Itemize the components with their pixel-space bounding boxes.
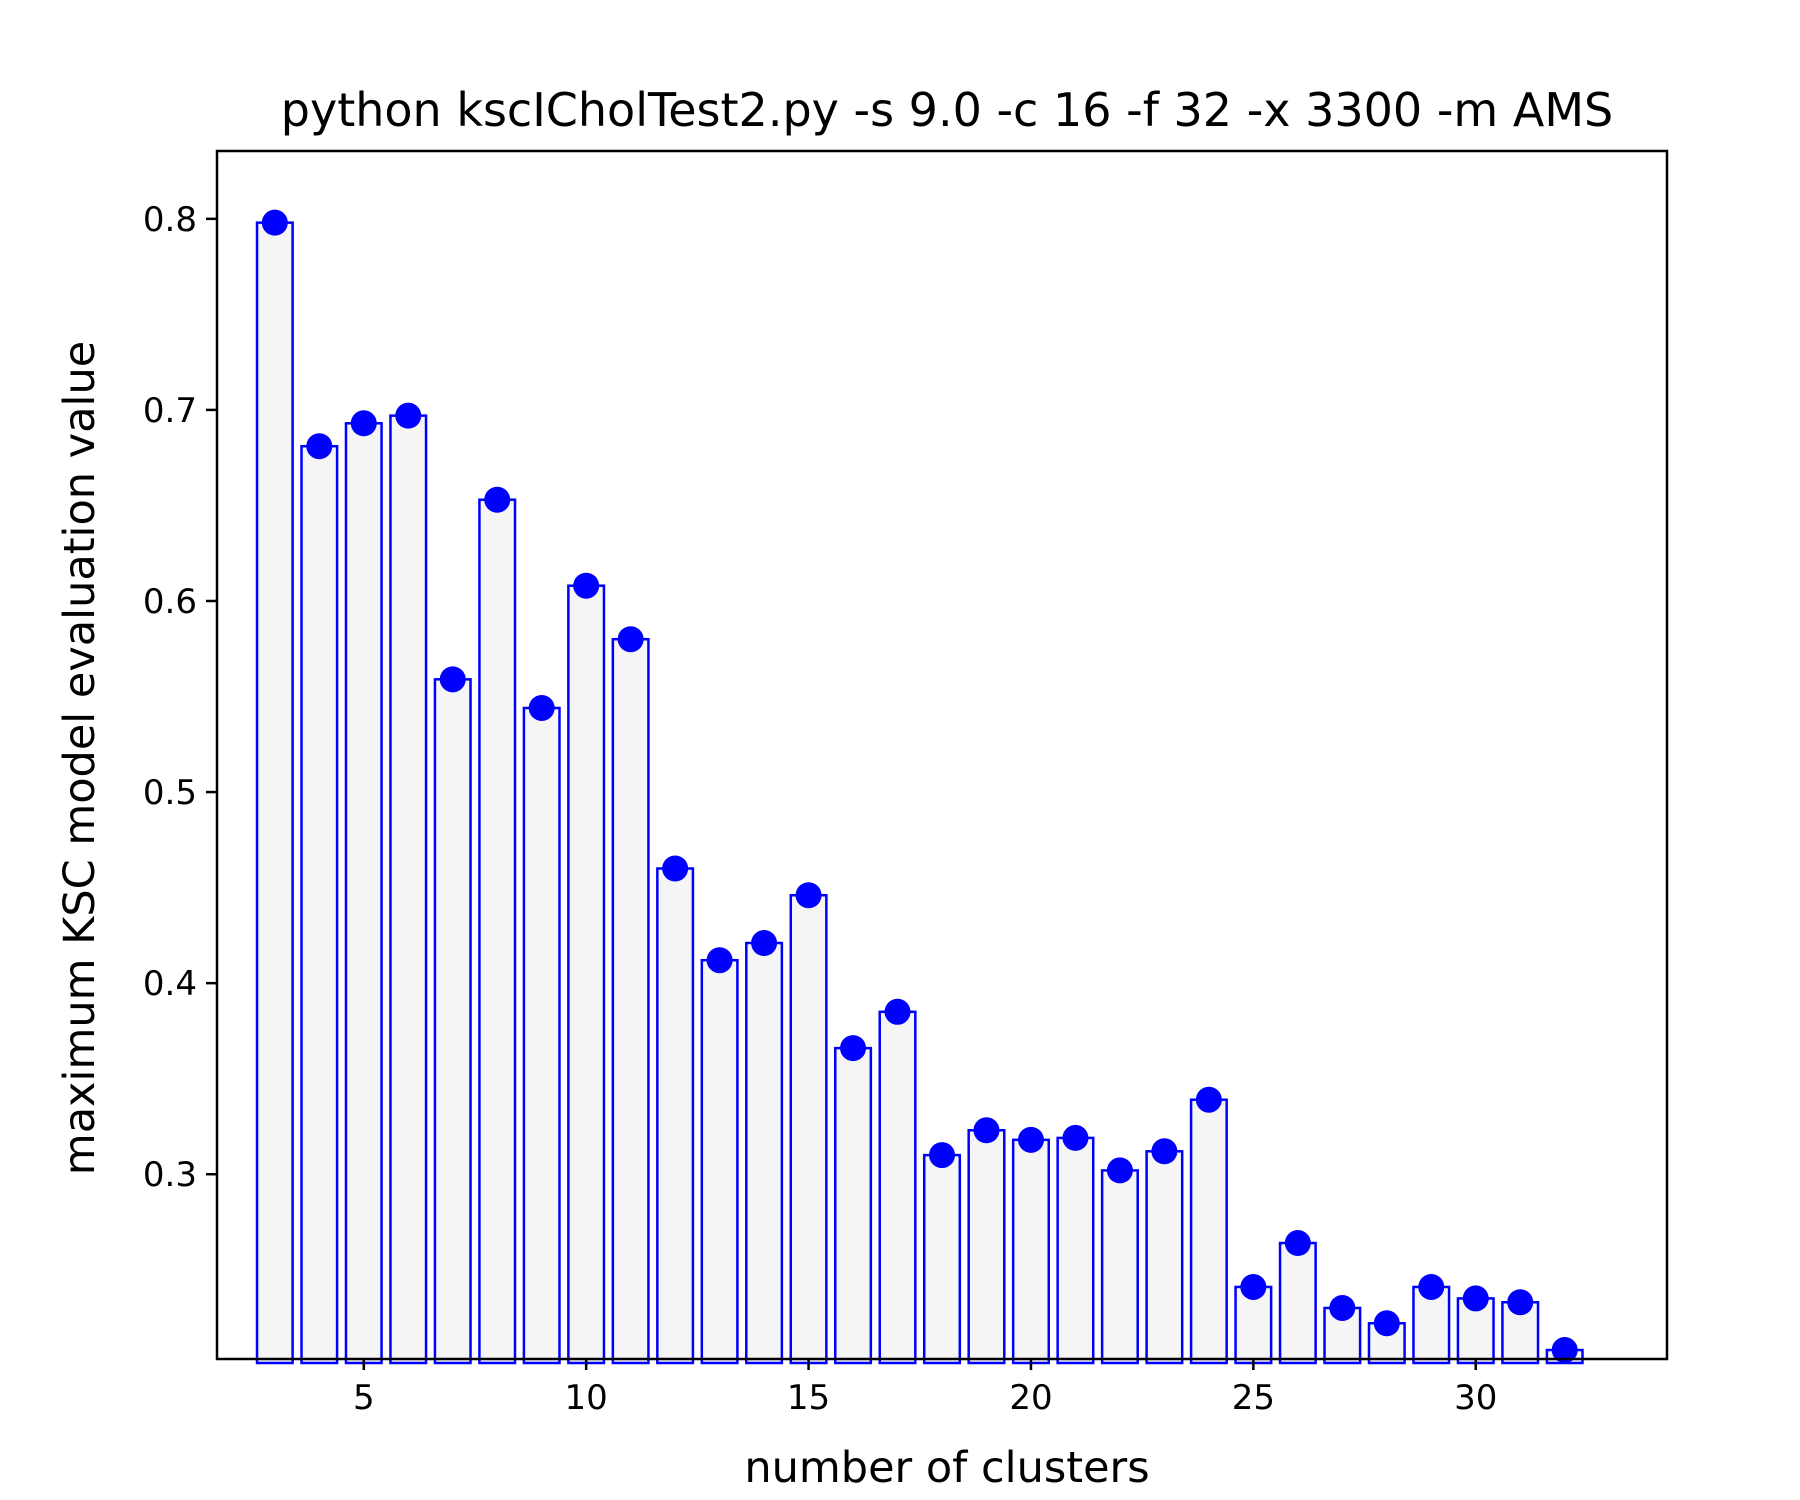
y-tick-label: 0.6	[143, 582, 197, 622]
data-point	[261, 209, 288, 236]
data-point	[1418, 1273, 1445, 1300]
data-point	[350, 410, 377, 437]
x-tick-label: 25	[1232, 1378, 1275, 1418]
data-point	[706, 947, 733, 974]
bar	[700, 958, 739, 1365]
bar	[1412, 1285, 1451, 1365]
data-point	[884, 998, 911, 1025]
bar	[789, 894, 828, 1365]
bar	[922, 1153, 962, 1365]
axes-frame	[215, 149, 1669, 1361]
y-tick-label: 0.5	[143, 773, 197, 813]
data-point	[1462, 1285, 1489, 1312]
x-tick-label: 5	[353, 1378, 375, 1418]
x-tick-label: 20	[1009, 1378, 1052, 1418]
bar	[300, 444, 339, 1365]
data-point	[617, 626, 644, 653]
data-point	[1151, 1138, 1178, 1165]
data-point	[1062, 1124, 1089, 1151]
bar	[433, 678, 472, 1365]
data-point	[973, 1117, 1000, 1144]
data-point	[439, 666, 466, 693]
data-point	[1284, 1230, 1311, 1257]
chart-title: python kscICholTest2.py -s 9.0 -c 16 -f …	[281, 83, 1613, 137]
y-tick-label: 0.8	[143, 200, 197, 240]
data-point	[1195, 1086, 1222, 1113]
data-point	[395, 402, 422, 429]
data-point	[1329, 1294, 1356, 1321]
plot-area: 5 10 15 20 25 30 0.3 0.4 0.5 0.6 0.7 0.8	[143, 149, 1669, 1418]
bar	[1011, 1138, 1050, 1365]
bar	[1278, 1241, 1317, 1365]
y-tick-label: 0.3	[143, 1155, 197, 1195]
bar	[834, 1046, 873, 1365]
bar	[656, 867, 695, 1365]
x-tick-label: 15	[787, 1378, 830, 1418]
bar	[611, 637, 650, 1365]
y-axis-label: maximum KSC model evaluation value	[55, 341, 105, 1175]
data-point	[751, 930, 778, 957]
data-point	[929, 1142, 955, 1169]
data-point	[795, 882, 822, 909]
bar	[344, 422, 383, 1365]
bar	[478, 498, 517, 1365]
data-point	[1106, 1157, 1133, 1184]
bar	[1056, 1136, 1095, 1365]
bar	[967, 1129, 1006, 1365]
bar	[1145, 1150, 1184, 1365]
data-point	[1373, 1310, 1400, 1337]
y-tick-label: 0.4	[143, 964, 197, 1004]
bar	[1189, 1098, 1228, 1365]
data-point	[1551, 1337, 1578, 1364]
data-point	[306, 433, 333, 460]
data-point	[484, 486, 511, 513]
bar	[522, 706, 561, 1365]
data-point	[840, 1035, 867, 1062]
x-tick-label: 10	[565, 1378, 608, 1418]
data-point	[573, 572, 600, 599]
y-tick-label: 0.7	[143, 391, 197, 431]
bar	[878, 1010, 917, 1365]
bar	[255, 221, 294, 1365]
x-axis-label: number of clusters	[744, 1443, 1149, 1493]
bar	[1100, 1169, 1139, 1365]
bar	[389, 414, 428, 1365]
bar	[567, 584, 606, 1365]
x-tick-label: 30	[1454, 1378, 1497, 1418]
bar	[745, 941, 784, 1365]
data-point	[662, 855, 689, 882]
data-point	[1507, 1289, 1534, 1316]
data-point	[1017, 1126, 1044, 1153]
data-point	[528, 694, 555, 721]
data-point	[1240, 1273, 1267, 1300]
